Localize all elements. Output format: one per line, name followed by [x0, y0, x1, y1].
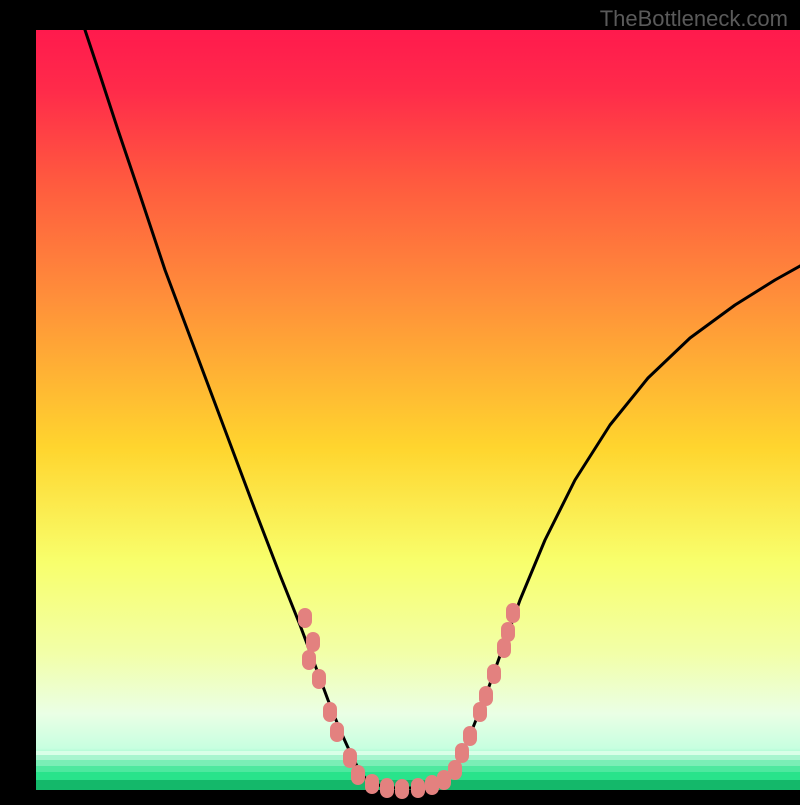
marker-point — [330, 722, 344, 742]
marker-point — [306, 632, 320, 652]
marker-point — [343, 748, 357, 768]
marker-point — [425, 775, 439, 795]
marker-point — [411, 778, 425, 798]
marker-point — [501, 622, 515, 642]
marker-point — [395, 779, 409, 799]
marker-point — [463, 726, 477, 746]
chart-svg — [0, 0, 800, 800]
marker-point — [298, 608, 312, 628]
marker-point — [487, 664, 501, 684]
chart-container — [0, 0, 800, 800]
marker-point — [448, 760, 462, 780]
marker-point — [455, 743, 469, 763]
marker-point — [506, 603, 520, 623]
marker-point — [351, 765, 365, 785]
marker-point — [323, 702, 337, 722]
watermark-text: TheBottleneck.com — [600, 6, 788, 32]
marker-point — [312, 669, 326, 689]
marker-point — [365, 774, 379, 794]
marker-point — [479, 686, 493, 706]
marker-point — [302, 650, 316, 670]
plot-background — [36, 30, 800, 790]
marker-point — [380, 778, 394, 798]
